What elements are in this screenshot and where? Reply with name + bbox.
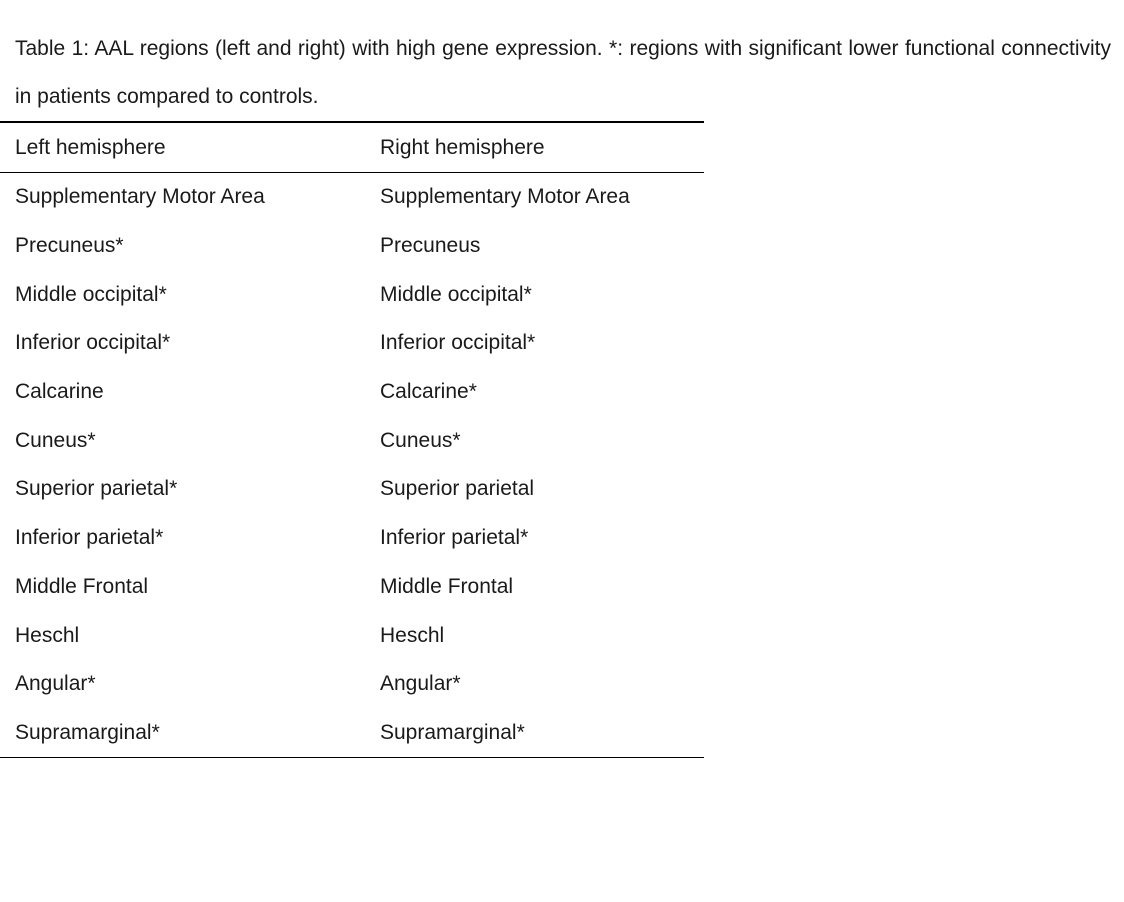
- table-row: Heschl Heschl: [0, 611, 704, 660]
- table-row: Angular* Angular*: [0, 660, 704, 709]
- cell-right-hemisphere: Supramarginal*: [365, 708, 704, 759]
- table-row: Superior parietal* Superior parietal: [0, 465, 704, 514]
- table-row: Middle Frontal Middle Frontal: [0, 563, 704, 612]
- cell-left-hemisphere: Supramarginal*: [0, 708, 365, 759]
- table-row: Inferior parietal* Inferior parietal*: [0, 514, 704, 563]
- table-row: Calcarine Calcarine*: [0, 368, 704, 417]
- cell-right-hemisphere: Inferior occipital*: [380, 331, 536, 355]
- cell-right-hemisphere: Heschl: [380, 623, 445, 647]
- cell-right-hemisphere: Middle Frontal: [380, 574, 514, 598]
- aal-regions-table: Left hemisphere Right hemisphere Supplem…: [0, 121, 704, 759]
- table-row: Supplementary Motor Area Supplementary Mo…: [0, 173, 704, 222]
- table-row: Precuneus* Precuneus: [0, 222, 704, 271]
- cell-left-hemisphere: Middle occipital*: [15, 282, 167, 306]
- cell-right-hemisphere: Angular*: [380, 672, 461, 696]
- cell-left-hemisphere: Heschl: [15, 623, 80, 647]
- table-caption: Table 1: AAL regions (left and right) wi…: [15, 37, 1111, 108]
- cell-left-hemisphere: Superior parietal*: [15, 477, 178, 501]
- header-right-hemisphere: Right hemisphere: [365, 121, 704, 173]
- cell-right-hemisphere: Inferior parietal*: [380, 526, 529, 550]
- table-row: Supramarginal* Supramarginal*: [0, 708, 704, 759]
- cell-left-hemisphere: Cuneus*: [15, 428, 96, 452]
- cell-right-hemisphere: Precuneus: [380, 234, 481, 258]
- table-header-row: Left hemisphere Right hemisphere: [0, 121, 704, 173]
- cell-right-hemisphere: Cuneus*: [380, 428, 461, 452]
- cell-left-hemisphere: Precuneus*: [15, 234, 124, 258]
- table-row: Middle occipital* Middle occipital*: [0, 270, 704, 319]
- table-row: Cuneus* Cuneus*: [0, 416, 704, 465]
- cell-left-hemisphere: Inferior parietal*: [15, 526, 164, 550]
- cell-right-hemisphere: Superior parietal: [380, 477, 535, 501]
- cell-left-hemisphere: Angular*: [15, 672, 96, 696]
- cell-right-hemisphere: Supplementary Motor Area: [380, 185, 630, 209]
- cell-right-hemisphere: Middle occipital*: [380, 282, 532, 306]
- cell-left-hemisphere: Inferior occipital*: [15, 331, 171, 355]
- header-left-hemisphere: Left hemisphere: [0, 121, 365, 173]
- cell-right-hemisphere: Calcarine*: [380, 380, 477, 404]
- table-row: Inferior occipital* Inferior occipital*: [0, 319, 704, 368]
- cell-left-hemisphere: Middle Frontal: [15, 574, 149, 598]
- cell-left-hemisphere: Calcarine: [15, 380, 104, 404]
- cell-left-hemisphere: Supplementary Motor Area: [15, 185, 265, 209]
